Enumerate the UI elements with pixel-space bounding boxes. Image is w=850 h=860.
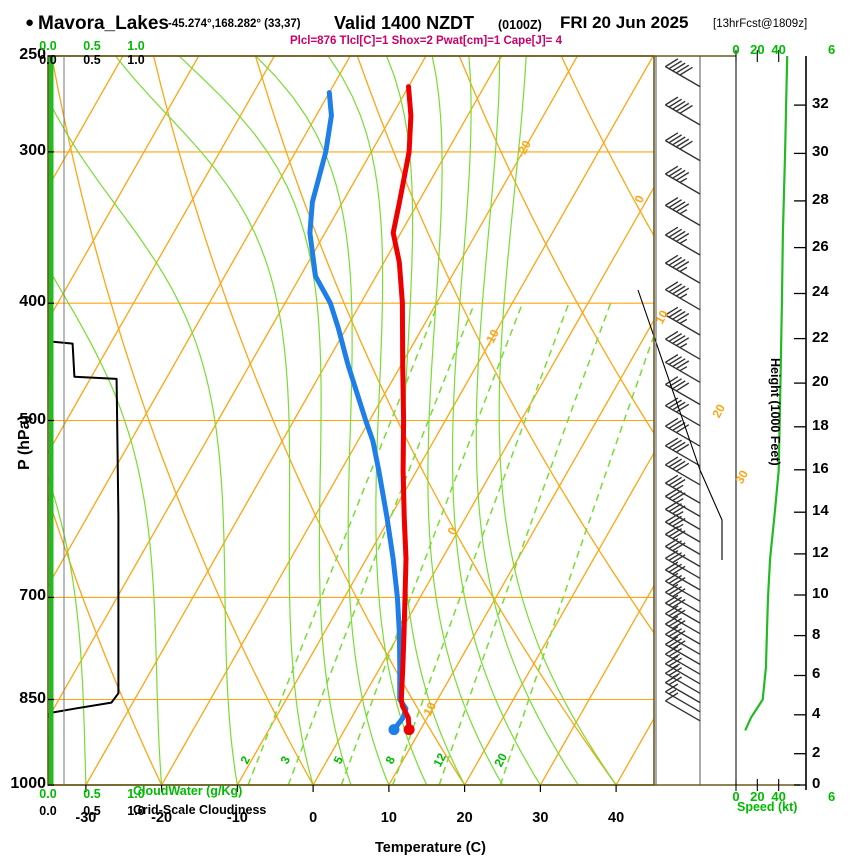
temperature-tick-10: 10: [380, 810, 397, 826]
height-tick-14: 14: [812, 502, 829, 520]
valid-date: FRI 20 Jun 2025: [560, 13, 689, 32]
valid-time-utc: (0100Z): [498, 18, 542, 32]
cloudwater-tick-bottom-1.0: 1.0: [127, 787, 145, 801]
speed-tick-bottom-20: 20: [750, 789, 765, 804]
height-tick-2: 2: [812, 743, 821, 761]
height-tick-10: 10: [812, 585, 829, 603]
pressure-tick-1000: 1000: [10, 775, 46, 792]
cloudiness-tick-bottom-0.0: 0.0: [39, 804, 57, 818]
temperature-tick--10: -10: [226, 810, 248, 826]
temperature-tick-30: 30: [532, 810, 549, 826]
axis-ticks: [48, 50, 806, 792]
temperature-tick--30: -30: [75, 810, 97, 826]
height-tick-0: 0: [812, 775, 821, 792]
grid-lines: [48, 56, 654, 785]
cloudwater-tick-top-1.0: 1.0: [127, 39, 145, 53]
cloudiness-tick-bottom-1.0: 1.0: [127, 804, 145, 818]
cloudwater-tick-bottom-0.5: 0.5: [83, 787, 101, 801]
height-tick-12: 12: [812, 543, 829, 561]
height-tick-26: 26: [812, 237, 829, 255]
wind-speed-profile: [744, 56, 789, 731]
cloudwater-tick-bottom-0.0: 0.0: [39, 787, 57, 801]
cloudiness-tick-top-0.5: 0.5: [83, 53, 101, 67]
speed-tick-bottom-40: 40: [771, 789, 786, 804]
temperature-tick-40: 40: [608, 810, 625, 826]
temperature-tick--20: -20: [151, 810, 173, 826]
temperature-tick-20: 20: [456, 810, 473, 826]
height-tick-30: 30: [812, 143, 829, 161]
site-coordinates: -45.274°,168.282° (33,37): [168, 18, 301, 30]
speed-tick-bottom-6: 6: [828, 789, 836, 804]
height-tick-6: 6: [812, 665, 821, 683]
speed-tick-top-40: 40: [771, 42, 786, 57]
pressure-tick-300: 300: [19, 141, 46, 159]
wind-barb-column: [665, 56, 701, 785]
height-tick-18: 18: [812, 416, 829, 434]
cloudiness-tick-top-1.0: 1.0: [127, 53, 145, 67]
height-tick-32: 32: [812, 95, 829, 113]
pressure-tick-700: 700: [19, 587, 46, 605]
temperature-axis-label: Temperature (C): [375, 840, 486, 856]
height-tick-22: 22: [812, 328, 829, 346]
speed-axis-label: Speed (kt): [737, 800, 798, 814]
pressure-tick-500: 500: [19, 410, 46, 428]
cloudiness-legend-label: Grid-Scale Cloudiness: [133, 803, 267, 817]
temperature-tick-0: 0: [309, 810, 318, 826]
pressure-tick-850: 850: [19, 689, 46, 707]
speed-tick-top-20: 20: [750, 42, 765, 57]
cloudwater-legend-label: CloudWater (g/Kg): [133, 784, 243, 798]
height-tick-8: 8: [812, 625, 821, 643]
stability-indices: Plcl=876 Tlcl[C]=1 Shox=2 Pwat[cm]=1 Cap…: [290, 35, 562, 47]
height-tick-24: 24: [812, 283, 829, 301]
cloudiness-tick-top-0.0: 0.0: [39, 53, 57, 67]
height-tick-20: 20: [812, 373, 829, 391]
speed-tick-bottom-0: 0: [732, 789, 740, 804]
valid-time: Valid 1400 NZDT: [334, 13, 475, 33]
site-name: Mavora_Lakes: [38, 13, 169, 34]
forecast-hour: [13hrFcst@1809z]: [713, 18, 808, 30]
pressure-tick-250: 250: [19, 46, 46, 63]
cloudiness-tick-bottom-0.5: 0.5: [83, 804, 101, 818]
speed-tick-top-6: 6: [828, 42, 836, 57]
header-bullet: ●: [25, 14, 35, 31]
speed-tick-top-0: 0: [732, 42, 740, 57]
cloudwater-tick-top-0.5: 0.5: [83, 39, 101, 53]
cloudwater-tick-top-0.0: 0.0: [39, 39, 57, 53]
height-tick-4: 4: [812, 704, 821, 722]
pressure-axis-label: P (hPa): [16, 415, 33, 470]
height-tick-28: 28: [812, 190, 829, 208]
height-axis-label: Height (1000 Feet): [768, 358, 782, 466]
pressure-tick-400: 400: [19, 293, 46, 311]
height-tick-16: 16: [812, 459, 829, 477]
